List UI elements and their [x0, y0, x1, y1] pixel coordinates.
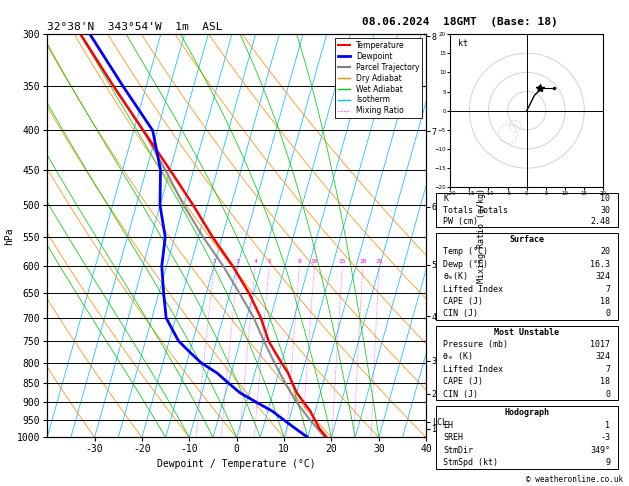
Text: 08.06.2024  18GMT  (Base: 18): 08.06.2024 18GMT (Base: 18)	[362, 17, 557, 27]
Text: Temp (°C): Temp (°C)	[443, 247, 488, 256]
Text: 18: 18	[601, 297, 610, 306]
Text: 324: 324	[596, 272, 610, 281]
Text: StmSpd (kt): StmSpd (kt)	[443, 458, 498, 467]
Text: -3: -3	[601, 433, 610, 442]
Text: 15: 15	[338, 259, 346, 264]
Text: Most Unstable: Most Unstable	[494, 328, 559, 336]
Text: 1017: 1017	[591, 340, 610, 349]
Text: CIN (J): CIN (J)	[443, 309, 478, 318]
Y-axis label: hPa: hPa	[4, 227, 14, 244]
Text: 3: 3	[236, 259, 240, 264]
Text: 20: 20	[601, 247, 610, 256]
Text: 7: 7	[605, 284, 610, 294]
Text: 10: 10	[601, 194, 610, 203]
Text: CAPE (J): CAPE (J)	[443, 297, 483, 306]
Text: Lifted Index: Lifted Index	[443, 365, 503, 374]
Text: 1: 1	[605, 420, 610, 430]
Text: 30: 30	[601, 206, 610, 215]
Text: Lifted Index: Lifted Index	[443, 284, 503, 294]
Text: Pressure (mb): Pressure (mb)	[443, 340, 508, 349]
Text: 2: 2	[212, 259, 216, 264]
Text: © weatheronline.co.uk: © weatheronline.co.uk	[526, 474, 623, 484]
Text: 9: 9	[605, 458, 610, 467]
Text: EH: EH	[443, 420, 454, 430]
Text: 324: 324	[596, 352, 610, 362]
Text: kt: kt	[458, 38, 468, 48]
Text: 25: 25	[376, 259, 383, 264]
Text: θₑ (K): θₑ (K)	[443, 352, 473, 362]
Legend: Temperature, Dewpoint, Parcel Trajectory, Dry Adiabat, Wet Adiabat, Isotherm, Mi: Temperature, Dewpoint, Parcel Trajectory…	[335, 38, 423, 119]
Text: θₑ(K): θₑ(K)	[443, 272, 468, 281]
Text: 0: 0	[605, 390, 610, 399]
Text: 2.48: 2.48	[591, 217, 610, 226]
Text: 18: 18	[601, 377, 610, 386]
Text: Dewp (°C): Dewp (°C)	[443, 260, 488, 269]
Text: CAPE (J): CAPE (J)	[443, 377, 483, 386]
Text: StmDir: StmDir	[443, 446, 473, 454]
Text: 349°: 349°	[591, 446, 610, 454]
Y-axis label: Mixing Ratio (g/kg): Mixing Ratio (g/kg)	[477, 188, 486, 283]
Text: Hodograph: Hodograph	[504, 408, 549, 417]
Text: 0: 0	[605, 309, 610, 318]
Text: Totals Totals: Totals Totals	[443, 206, 508, 215]
Text: 32°38'N  343°54'W  1m  ASL: 32°38'N 343°54'W 1m ASL	[47, 22, 223, 32]
Text: Surface: Surface	[509, 235, 544, 244]
Text: 16.3: 16.3	[591, 260, 610, 269]
Text: 4: 4	[253, 259, 257, 264]
Text: K: K	[443, 194, 448, 203]
Text: 20: 20	[359, 259, 367, 264]
Text: 5: 5	[267, 259, 271, 264]
Text: SREH: SREH	[443, 433, 463, 442]
Text: 7: 7	[605, 365, 610, 374]
Text: 8: 8	[298, 259, 301, 264]
Text: PW (cm): PW (cm)	[443, 217, 478, 226]
Text: 10: 10	[311, 259, 318, 264]
Text: CIN (J): CIN (J)	[443, 390, 478, 399]
X-axis label: Dewpoint / Temperature (°C): Dewpoint / Temperature (°C)	[157, 458, 316, 469]
